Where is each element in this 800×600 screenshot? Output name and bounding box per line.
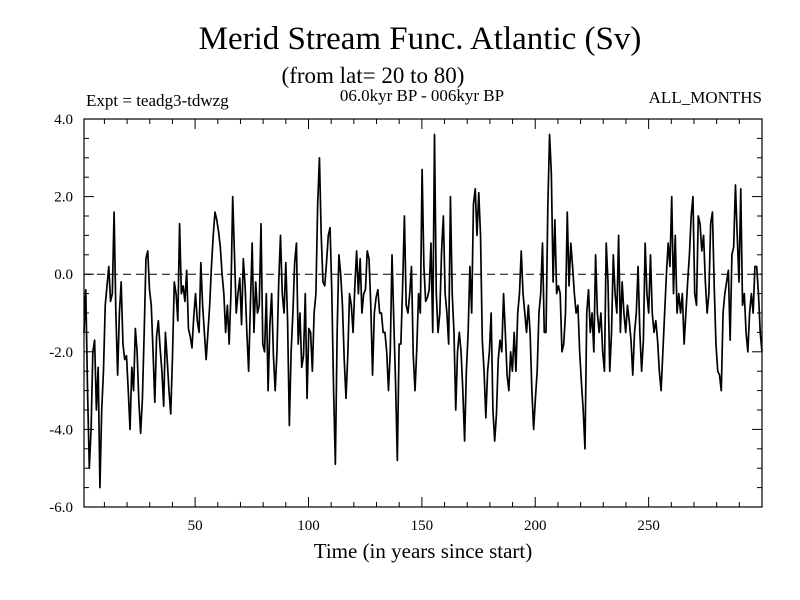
chart-subtitle: (from lat= 20 to 80) [282,63,465,88]
tick-labels: -6.0 -4.0 -2.0 0.0 2.0 4.0 50 100 150 200 250 [49,112,660,534]
y-tick-label: -4.0 [49,422,73,438]
y-tick-label: -6.0 [49,500,73,516]
months-label: ALL_MONTHS [649,88,762,107]
period-label: 06.0kyr BP - 006kyr BP [340,86,504,105]
experiment-label: Expt = teadg3-tdwzg [86,91,229,110]
x-axis-label: Time (in years since start) [314,539,533,563]
x-tick-label: 150 [411,518,434,534]
x-tick-label: 100 [297,518,320,534]
y-tick-label: 4.0 [54,112,73,128]
x-tick-label: 50 [188,518,203,534]
plot-frame [83,118,763,508]
x-tick-label: 200 [524,518,547,534]
y-tick-label: 2.0 [54,190,73,206]
series-line [83,133,763,489]
x-tick-label: 250 [637,518,660,534]
y-tick-label: -2.0 [49,345,73,361]
chart-title: Merid Stream Func. Atlantic (Sv) [199,21,642,57]
y-tick-label: 0.0 [54,267,73,283]
